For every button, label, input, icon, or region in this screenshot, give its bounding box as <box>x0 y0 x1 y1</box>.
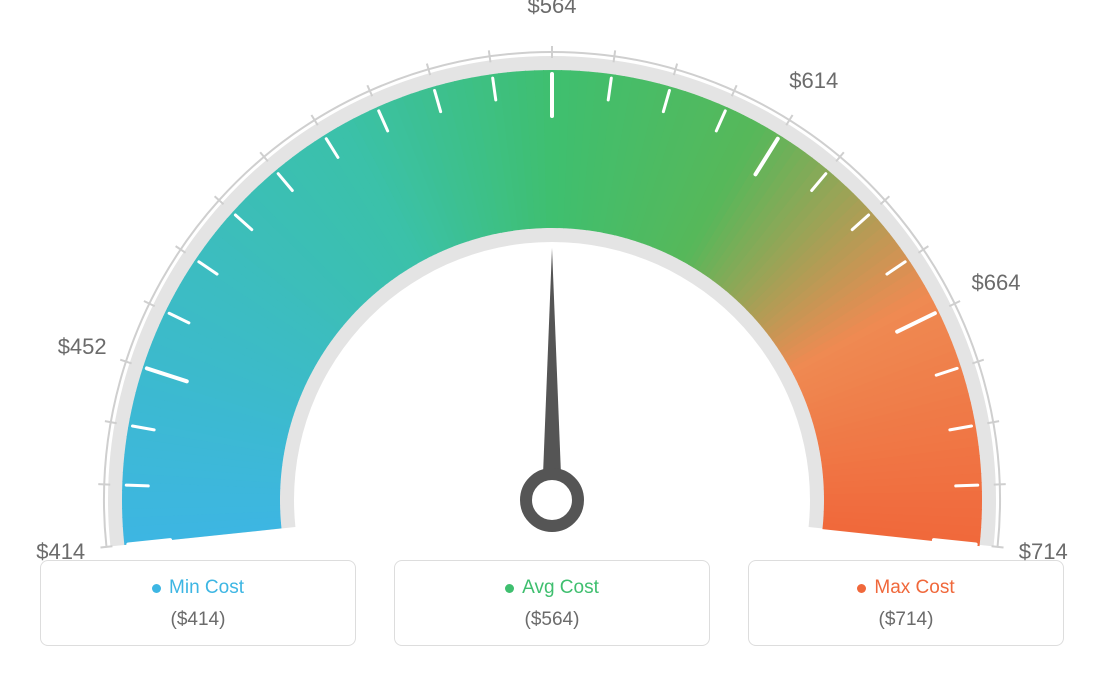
gauge-tick-label: $414 <box>36 539 85 565</box>
min-cost-card: Min Cost ($414) <box>40 560 356 646</box>
gauge-tick-label: $564 <box>528 0 577 19</box>
min-cost-label: Min Cost <box>169 577 244 599</box>
gauge-tick-label: $664 <box>972 270 1021 296</box>
max-cost-dot <box>857 584 866 593</box>
max-cost-card: Max Cost ($714) <box>748 560 1064 646</box>
avg-cost-value: ($564) <box>405 609 699 631</box>
min-cost-dot <box>152 584 161 593</box>
gauge-tick-label: $714 <box>1019 539 1068 565</box>
avg-cost-dot <box>505 584 514 593</box>
avg-cost-card: Avg Cost ($564) <box>394 560 710 646</box>
gauge-svg <box>0 0 1104 560</box>
summary-cards: Min Cost ($414) Avg Cost ($564) Max Cost… <box>0 560 1104 666</box>
gauge-chart: $414$452$564$614$664$714 <box>0 0 1104 560</box>
avg-cost-label: Avg Cost <box>522 577 599 599</box>
min-cost-value: ($414) <box>51 609 345 631</box>
max-cost-label: Max Cost <box>874 577 954 599</box>
gauge-tick-label: $614 <box>789 68 838 94</box>
gauge-tick-label: $452 <box>58 334 107 360</box>
max-cost-value: ($714) <box>759 609 1053 631</box>
